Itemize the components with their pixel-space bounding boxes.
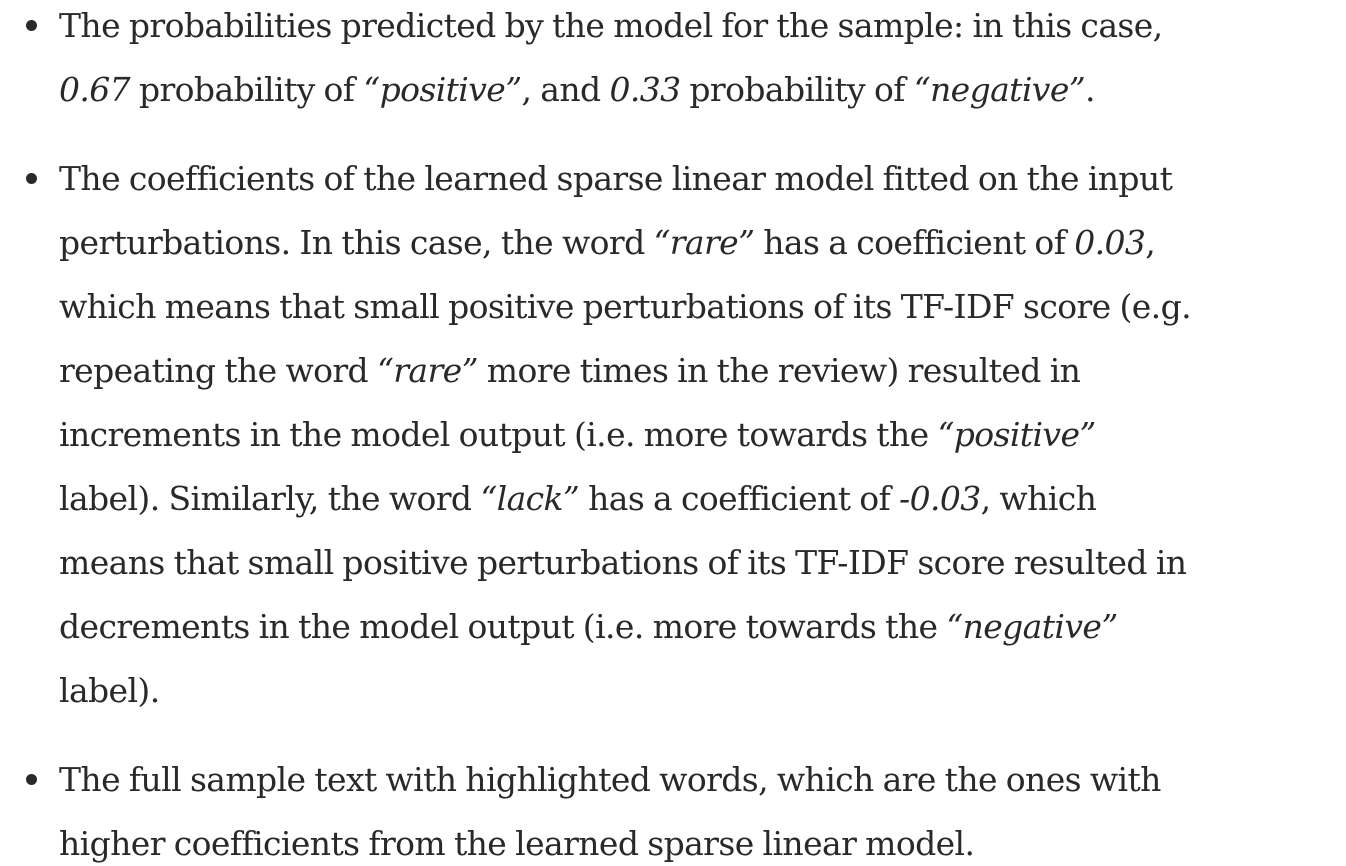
text-segment: . [1085,70,1095,109]
text-line: increments in the model output (i.e. mor… [59,403,1346,467]
text-segment: The probabilities predicted by the model… [59,6,1163,45]
italic-text: 0.03 [1074,223,1146,262]
italic-text: “rare” [653,223,755,262]
text-segment: The full sample text with highlighted wo… [59,760,1161,799]
text-segment: perturbations. In this case, the word [59,223,654,262]
text-segment: decrements in the model output (i.e. mor… [59,607,947,646]
text-line: label). [59,659,1346,723]
italic-text: 0.67 [59,70,131,109]
text-line: The full sample text with highlighted wo… [59,748,1346,812]
text-segment: The coefficients of the learned sparse l… [59,159,1173,198]
text-segment: , [1145,223,1156,262]
text-segment: , and [521,70,610,109]
text-line: The probabilities predicted by the model… [59,0,1346,58]
text-line: which means that small positive perturba… [59,275,1346,339]
italic-text: “negative” [913,70,1086,109]
text-segment: , which [980,479,1097,518]
italic-text: “negative” [946,607,1118,646]
text-line: decrements in the model output (i.e. mor… [59,595,1346,659]
text-line: perturbations. In this case, the word “r… [59,211,1346,275]
text-line: higher coefficients from the learned spa… [59,812,1346,866]
italic-text: 0.33 [609,70,681,109]
text-segment: probability of [130,70,364,109]
text-segment: increments in the model output (i.e. mor… [59,415,938,454]
text-segment: higher coefficients from the learned spa… [59,824,975,863]
bullet-item-coefficients: The coefficients of the learned sparse l… [0,147,1346,723]
text-segment: label). Similarly, the word [59,479,481,518]
text-segment: more times in the review) resulted in [477,351,1081,390]
text-segment: has a coefficient of [754,223,1075,262]
italic-text: “rare” [376,351,479,390]
text-line: means that small positive perturbations … [59,531,1346,595]
text-segment: probability of [680,70,914,109]
italic-text: “positive” [937,415,1096,454]
text-segment: which means that small positive perturba… [59,287,1192,326]
text-line: The coefficients of the learned sparse l… [59,147,1346,211]
italic-text: -0.03 [899,479,981,518]
bullet-item-highlighted-text: The full sample text with highlighted wo… [0,748,1346,866]
text-line: 0.67 probability of “positive”, and 0.33… [59,58,1346,122]
italic-text: “positive” [363,70,522,109]
text-segment: label). [59,671,160,710]
text-line: repeating the word “rare” more times in … [59,339,1346,403]
text-segment: repeating the word [59,351,377,390]
text-segment: means that small positive perturbations … [59,543,1187,582]
bullet-item-probabilities: The probabilities predicted by the model… [0,0,1346,122]
italic-text: “lack” [480,479,580,518]
text-segment: has a coefficient of [579,479,900,518]
text-line: label). Similarly, the word “lack” has a… [59,467,1346,531]
